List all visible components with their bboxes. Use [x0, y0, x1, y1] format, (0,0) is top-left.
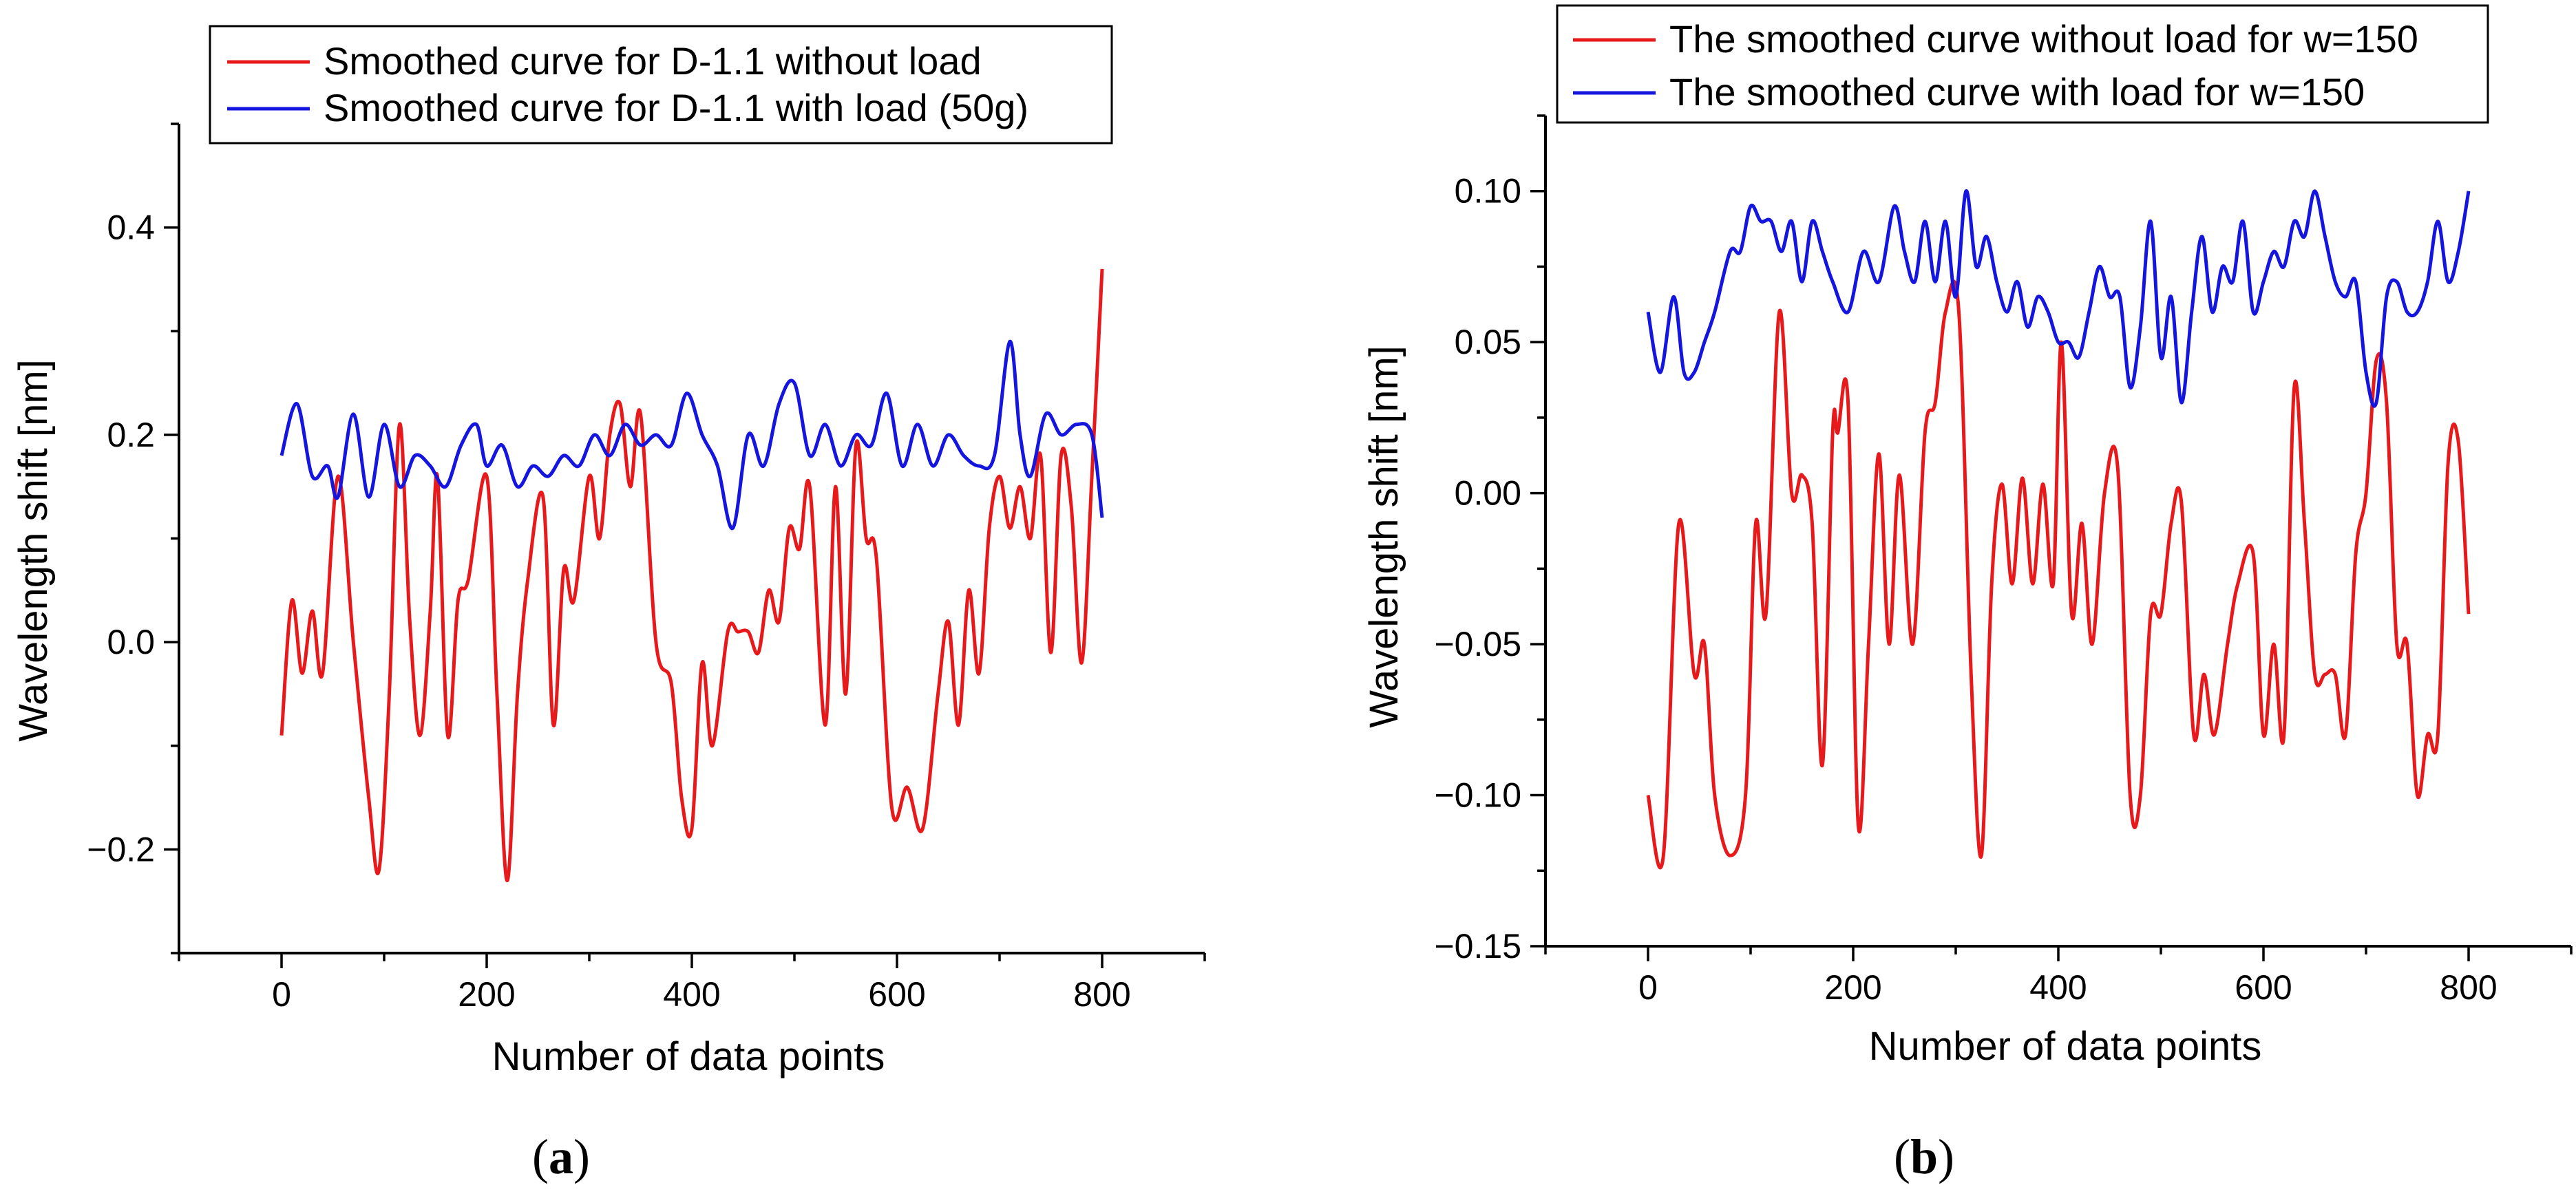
legend-b-label-load: The smoothed curve with load for w=150: [1669, 70, 2365, 114]
y-tick-label-a: −0.2: [87, 830, 155, 868]
x-tick-label-b: 400: [2029, 968, 2087, 1007]
chart-a: Number of data points Wavelength shift […: [11, 359, 885, 1184]
x-axis-label-b: Number of data points: [1869, 1024, 2262, 1069]
y-tick-label-b: 0.00: [1455, 474, 1521, 513]
y-tick-label-a: 0.2: [107, 416, 155, 454]
y-tick-label-b: −0.10: [1434, 776, 1521, 815]
y-tick-label-b: −0.15: [1434, 927, 1521, 965]
series-line-b-with-load: [1646, 189, 2471, 408]
y-tick-label-a: 0.0: [107, 623, 155, 661]
y-tick-label-b: 0.05: [1455, 323, 1521, 361]
x-tick-label-b: 0: [1638, 968, 1658, 1007]
caption-a: (a): [532, 1129, 590, 1184]
caption-b: (b): [1894, 1129, 1954, 1184]
y-tick-label-b: −0.05: [1434, 625, 1521, 663]
chart-b: Number of data points Wavelength shift […: [1362, 345, 2261, 1184]
caption-b-letter: b: [1910, 1129, 1938, 1184]
x-tick-label-a: 800: [1073, 975, 1130, 1014]
legend-a: Smoothed curve for D-1.1 without load Sm…: [209, 25, 1113, 145]
y-axis-label-b: Wavelength shift [nm]: [1362, 345, 1406, 728]
legend-a-box: [209, 25, 1113, 145]
legend-a-label-load: Smoothed curve for D-1.1 with load (50g): [324, 86, 1028, 129]
x-tick-label-b: 600: [2235, 968, 2292, 1007]
x-tick-label-b: 800: [2440, 968, 2497, 1007]
series-line-a-without-load: [279, 268, 1104, 883]
x-axis-label-a: Number of data points: [492, 1034, 885, 1079]
x-tick-label-a: 200: [458, 975, 515, 1014]
legend-b-label-no-load: The smoothed curve without load for w=15…: [1669, 17, 2418, 61]
plot-area-a: 0 200 400 600 800 −0.2 0.0 0.2 0.4: [87, 122, 1206, 1014]
y-axis-label-a: Wavelength shift [nm]: [11, 359, 56, 742]
legend-b-box: [1556, 4, 2489, 124]
legend-b: The smoothed curve without load for w=15…: [1556, 4, 2489, 124]
plot-area-b: 0 200 400 600 800 −0.15 −0.10 −0.05 0.00 0.05 0.10: [1434, 114, 2573, 1007]
x-tick-label-a: 600: [868, 975, 925, 1014]
series-line-b-without-load: [1646, 279, 2471, 870]
x-tick-label-b: 200: [1824, 968, 1881, 1007]
y-tick-label-b: 0.10: [1455, 172, 1521, 211]
legend-a-label-no-load: Smoothed curve for D-1.1 without load: [324, 39, 982, 83]
y-tick-label-a: 0.4: [107, 209, 155, 247]
series-line-a-with-load: [279, 339, 1104, 531]
x-tick-label-a: 400: [663, 975, 720, 1014]
x-tick-label-a: 0: [272, 975, 291, 1014]
caption-a-letter: a: [549, 1129, 573, 1184]
